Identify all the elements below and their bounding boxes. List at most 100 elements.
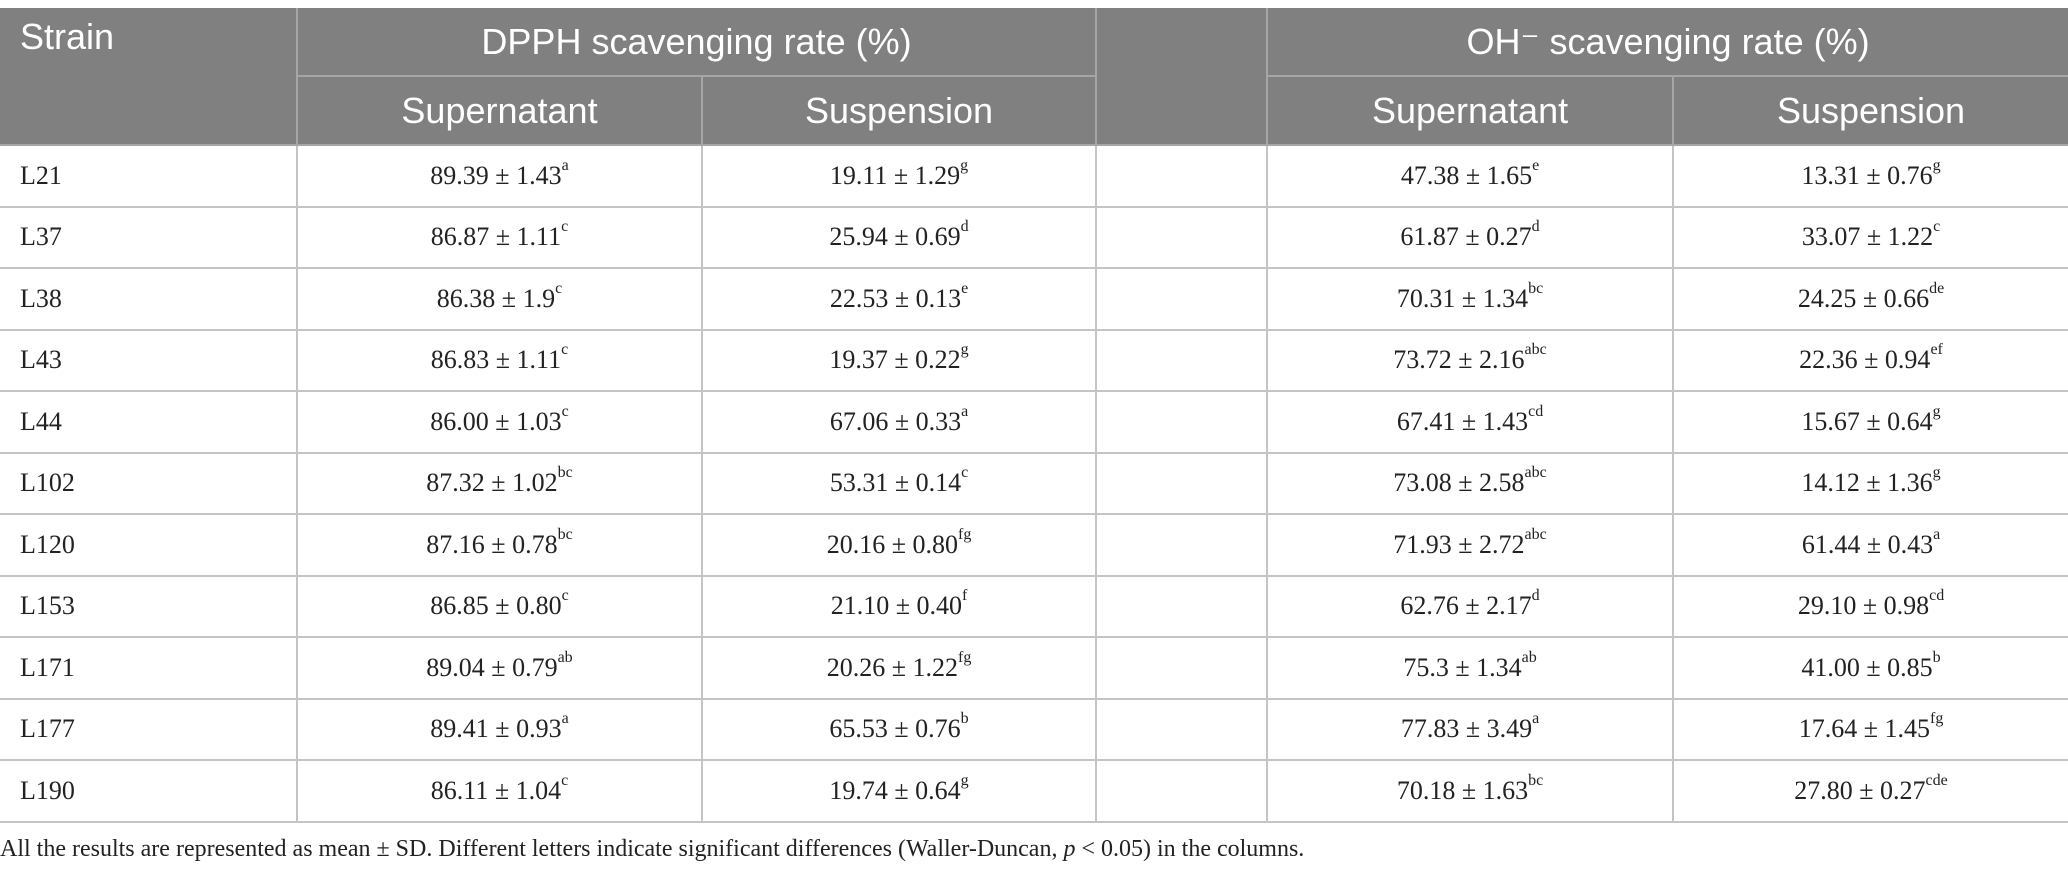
value-text: 19.37 ± 0.22	[829, 345, 961, 375]
cell-strain: L120	[0, 514, 298, 577]
value-text: 47.38 ± 1.65	[1400, 160, 1533, 190]
cell-oh-supernatant: 73.08 ± 2.58abc	[1267, 452, 1675, 515]
header-dpph-group: DPPH scavenging rate (%)	[297, 8, 1098, 77]
cell-spacer	[1096, 575, 1269, 638]
header-strain: Strain	[0, 8, 298, 146]
header-oh-suspension: Suspension	[1673, 76, 2068, 146]
significance-letter: bc	[1528, 771, 1544, 789]
table-row: L37 86.87 ± 1.11c 25.94 ± 0.69d 61.87 ± 0.2…	[0, 206, 2068, 269]
cell-oh-supernatant: 71.93 ± 2.72abc	[1267, 514, 1675, 577]
cell-dpph-supernatant: 86.38 ± 1.9c	[297, 268, 703, 331]
cell-dpph-supernatant: 89.39 ± 1.43a	[297, 145, 703, 208]
cell-oh-supernatant: 73.72 ± 2.16abc	[1267, 329, 1675, 392]
value-text: 89.39 ± 1.43	[430, 160, 562, 190]
table-row: L44 86.00 ± 1.03c 67.06 ± 0.33a 67.41 ± 1.4…	[0, 391, 2068, 454]
significance-letter: ab	[1521, 648, 1537, 666]
cell-oh-suspension: 22.36 ± 0.94ef	[1673, 329, 2068, 392]
cell-oh-suspension: 14.12 ± 1.36g	[1673, 452, 2068, 515]
value-text: 89.41 ± 0.93	[430, 714, 562, 744]
significance-letter: fg	[957, 525, 972, 543]
cell-oh-supernatant: 67.41 ± 1.43cd	[1267, 391, 1675, 454]
cell-dpph-suspension: 20.26 ± 1.22fg	[702, 637, 1098, 700]
value-text: 53.31 ± 0.14	[829, 468, 962, 498]
significance-letter: c	[561, 218, 569, 236]
significance-letter: abc	[1524, 341, 1547, 359]
table-row: L177 89.41 ± 0.93a 65.53 ± 0.76b 77.83 ± 3.…	[0, 698, 2068, 761]
significance-letter: b	[960, 710, 969, 728]
significance-letter: c	[561, 402, 569, 420]
significance-letter: d	[1531, 218, 1540, 236]
cell-dpph-suspension: 19.37 ± 0.22g	[702, 329, 1098, 392]
footnote-text-1: All the results are represented as mean …	[0, 836, 1064, 862]
significance-letter: c	[961, 464, 969, 482]
cell-oh-suspension: 15.67 ± 0.64g	[1673, 391, 2068, 454]
significance-letter: cd	[1528, 402, 1544, 420]
significance-letter: fg	[957, 648, 972, 666]
cell-dpph-supernatant: 87.16 ± 0.78bc	[297, 514, 703, 577]
cell-spacer	[1096, 514, 1269, 577]
cell-oh-supernatant: 62.76 ± 2.17d	[1267, 575, 1675, 638]
cell-oh-suspension: 41.00 ± 0.85b	[1673, 637, 2068, 700]
cell-spacer	[1096, 637, 1269, 700]
cell-strain: L37	[0, 206, 298, 269]
cell-strain: L43	[0, 329, 298, 392]
cell-dpph-suspension: 65.53 ± 0.76b	[702, 698, 1098, 761]
table-row: L38 86.38 ± 1.9c 22.53 ± 0.13e 70.31 ± 1.34…	[0, 268, 2068, 331]
cell-spacer	[1096, 391, 1269, 454]
significance-letter: fg	[1929, 710, 1944, 728]
table-row: L120 87.16 ± 0.78bc 20.16 ± 0.80fg 71.93 ± …	[0, 514, 2068, 577]
cell-oh-supernatant: 75.3 ± 1.34ab	[1267, 637, 1675, 700]
significance-letter: ab	[557, 648, 573, 666]
cell-oh-suspension: 27.80 ± 0.27cde	[1673, 760, 2068, 823]
value-text: 86.87 ± 1.11	[430, 222, 562, 252]
cell-dpph-suspension: 19.74 ± 0.64g	[702, 760, 1098, 823]
cell-dpph-suspension: 19.11 ± 1.29g	[702, 145, 1098, 208]
cell-oh-supernatant: 77.83 ± 3.49a	[1267, 698, 1675, 761]
value-text: 70.18 ± 1.63	[1396, 775, 1529, 805]
cell-oh-suspension: 17.64 ± 1.45fg	[1673, 698, 2068, 761]
significance-letter: d	[960, 218, 969, 236]
cell-dpph-suspension: 53.31 ± 0.14c	[702, 452, 1098, 515]
value-text: 67.06 ± 0.33	[829, 406, 962, 436]
significance-letter: g	[1932, 156, 1941, 174]
significance-letter: c	[561, 771, 569, 789]
cell-oh-suspension: 33.07 ± 1.22c	[1673, 206, 2068, 269]
table-body: L21 89.39 ± 1.43a 19.11 ± 1.29g 47.38 ± 1.6…	[0, 145, 2068, 823]
value-text: 62.76 ± 2.17	[1400, 591, 1532, 621]
cell-spacer	[1096, 760, 1269, 823]
significance-letter: g	[960, 341, 969, 359]
significance-letter: c	[561, 341, 569, 359]
value-text: 14.12 ± 1.36	[1801, 468, 1933, 498]
footnote-p: p	[1063, 836, 1076, 862]
cell-dpph-supernatant: 89.04 ± 0.79ab	[297, 637, 703, 700]
cell-dpph-suspension: 21.10 ± 0.40f	[702, 575, 1098, 638]
cell-dpph-suspension: 25.94 ± 0.69d	[702, 206, 1098, 269]
cell-dpph-suspension: 20.16 ± 0.80fg	[702, 514, 1098, 577]
significance-letter: c	[561, 587, 569, 605]
cell-oh-supernatant: 70.18 ± 1.63bc	[1267, 760, 1675, 823]
cell-oh-supernatant: 70.31 ± 1.34bc	[1267, 268, 1675, 331]
significance-letter: a	[1933, 525, 1941, 543]
value-text: 24.25 ± 0.66	[1797, 283, 1930, 313]
value-text: 73.08 ± 2.58	[1393, 468, 1525, 498]
value-text: 70.31 ± 1.34	[1396, 283, 1529, 313]
value-text: 77.83 ± 3.49	[1400, 714, 1533, 744]
cell-dpph-supernatant: 86.87 ± 1.11c	[297, 206, 703, 269]
cell-dpph-suspension: 67.06 ± 0.33a	[702, 391, 1098, 454]
value-text: 15.67 ± 0.64	[1801, 406, 1933, 436]
cell-dpph-supernatant: 86.85 ± 0.80c	[297, 575, 703, 638]
significance-letter: b	[1932, 648, 1941, 666]
significance-letter: a	[561, 156, 569, 174]
significance-letter: g	[960, 771, 969, 789]
significance-letter: cd	[1929, 587, 1945, 605]
value-text: 71.93 ± 2.72	[1393, 529, 1525, 559]
footnote-text-2: < 0.05) in the columns.	[1075, 836, 1305, 862]
cell-spacer	[1096, 452, 1269, 515]
table-row: L190 86.11 ± 1.04c 19.74 ± 0.64g 70.18 ± 1.…	[0, 760, 2068, 823]
cell-oh-supernatant: 47.38 ± 1.65e	[1267, 145, 1675, 208]
significance-letter: de	[1929, 279, 1945, 297]
cell-dpph-supernatant: 86.11 ± 1.04c	[297, 760, 703, 823]
cell-oh-supernatant: 61.87 ± 0.27d	[1267, 206, 1675, 269]
value-text: 86.11 ± 1.04	[430, 775, 562, 805]
value-text: 75.3 ± 1.34	[1403, 652, 1522, 682]
